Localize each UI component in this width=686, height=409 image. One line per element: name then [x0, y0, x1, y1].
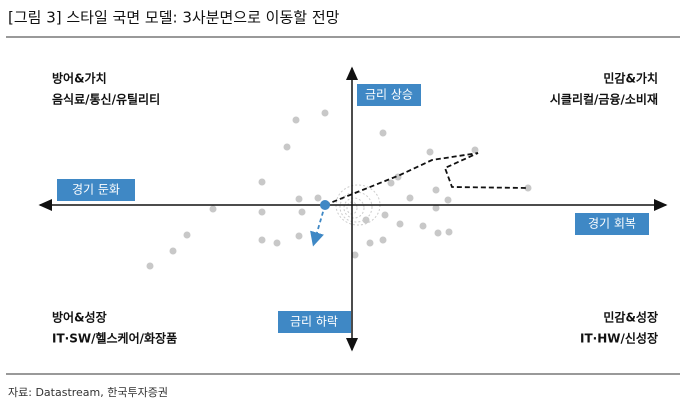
scatter-point — [183, 231, 191, 239]
quadrant-label: 음식료/통신/유틸리티 — [52, 92, 160, 107]
scatter-point — [387, 179, 395, 187]
scatter-points — [146, 109, 532, 270]
source: 자료: Datastream, 한국투자증권 — [8, 386, 168, 399]
path-trail — [324, 152, 529, 206]
scatter-point — [366, 239, 374, 247]
title: [그림 3] 스타일 국면 모델: 3사분면으로 이동할 전망 — [8, 9, 340, 27]
scatter-point — [445, 228, 453, 236]
label-box — [57, 179, 135, 201]
scatter-point — [379, 236, 387, 244]
scatter-point — [524, 184, 532, 192]
forecast-arrow — [310, 204, 326, 247]
scatter-point — [426, 148, 434, 156]
scatter-point — [283, 143, 291, 151]
axis-label: 금리 하락 — [290, 315, 338, 329]
scatter-point — [146, 262, 154, 270]
scatter-point — [362, 216, 370, 224]
scatter-point — [381, 211, 389, 219]
label-box — [575, 213, 649, 235]
label-box — [278, 311, 351, 333]
scatter-point — [298, 208, 306, 216]
quadrant-label: 방어&가치 — [52, 71, 107, 86]
axis-label: 금리 상승 — [365, 88, 413, 102]
scatter-point — [169, 247, 177, 255]
axis-label: 경기 둔화 — [72, 183, 120, 197]
scatter-point — [314, 194, 322, 202]
scatter-point — [258, 208, 266, 216]
scatter-point — [295, 195, 303, 203]
quadrant-label: IT·HW/신성장 — [580, 331, 658, 346]
scatter-point — [444, 196, 452, 204]
scatter-point — [432, 186, 440, 194]
axis-label: 경기 회복 — [588, 217, 636, 231]
scatter-point — [379, 129, 387, 137]
scatter-point — [434, 229, 442, 237]
scatter-point — [406, 194, 414, 202]
scatter-point — [471, 146, 479, 154]
scatter-point — [351, 251, 359, 259]
quadrant-label: 방어&성장 — [52, 310, 107, 325]
scatter-point — [258, 236, 266, 244]
scatter-point — [292, 116, 300, 124]
scatter-point — [321, 109, 329, 117]
scatter-point — [273, 239, 281, 247]
scatter-point — [419, 222, 427, 230]
label-box — [357, 84, 421, 106]
scatter-point — [432, 204, 440, 212]
quadrant-label: 민감&가치 — [603, 71, 658, 86]
scatter-point — [396, 220, 404, 228]
quadrant-label: 민감&성장 — [603, 310, 658, 325]
scatter-point — [258, 178, 266, 186]
scatter-point — [209, 205, 217, 213]
scatter-point — [295, 232, 303, 240]
quadrant-label: IT·SW/헬스케어/화장품 — [52, 331, 177, 346]
current-point — [320, 200, 330, 210]
quadrant-label: 시클리컬/금융/소비재 — [550, 92, 658, 107]
